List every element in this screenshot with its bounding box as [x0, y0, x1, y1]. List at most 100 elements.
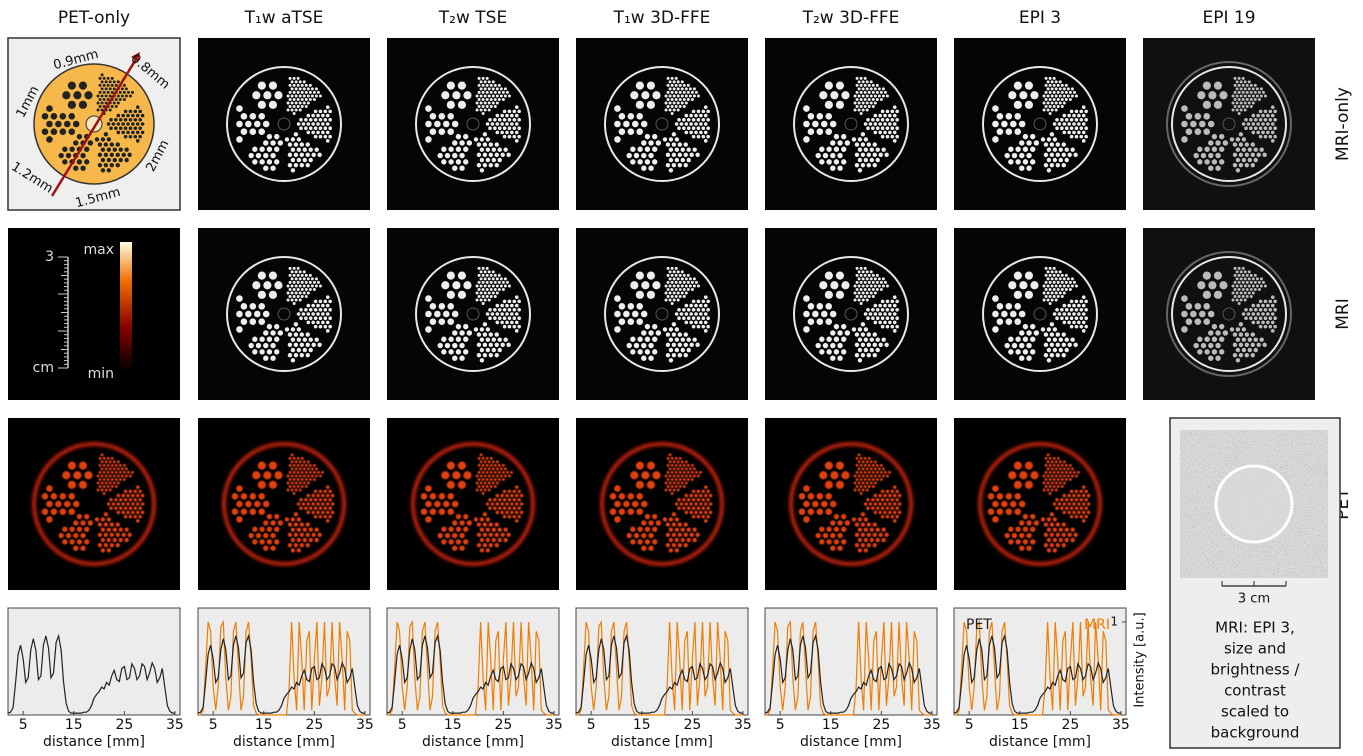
- inset-caption: scaled to: [1221, 703, 1289, 721]
- phantom-dot: [125, 467, 128, 470]
- phantom-dot: [1248, 94, 1251, 97]
- phantom-dot: [1047, 517, 1051, 521]
- phantom-dot: [109, 108, 112, 111]
- phantom-dot: [1084, 490, 1088, 494]
- phantom-dot: [1252, 94, 1255, 97]
- phantom-dot: [1264, 284, 1267, 287]
- column-header: EPI 19: [1202, 8, 1255, 28]
- phantom-dot: [886, 284, 889, 287]
- phantom-dot: [862, 488, 865, 491]
- phantom-dot: [287, 474, 290, 477]
- phantom-dot: [619, 303, 626, 310]
- phantom-dot: [293, 77, 296, 80]
- phantom-dot: [294, 512, 298, 516]
- phantom-dot: [1045, 295, 1048, 298]
- phantom-dot: [241, 113, 248, 120]
- phantom-dot: [68, 493, 75, 500]
- phantom-dot: [503, 498, 507, 502]
- phantom-dot: [304, 118, 308, 122]
- phantom-dot: [131, 494, 135, 498]
- phantom-dot: [819, 147, 824, 152]
- phantom-dot: [458, 272, 466, 280]
- phantom-dot: [652, 91, 660, 99]
- phantom-dot: [836, 82, 844, 90]
- phantom-dot: [1199, 121, 1206, 128]
- phantom-dot: [837, 330, 842, 335]
- phantom-dot: [515, 511, 519, 515]
- phantom-dot: [488, 101, 491, 104]
- phantom-dot: [886, 308, 890, 312]
- phantom-dot: [115, 464, 118, 467]
- phantom-dot: [1072, 502, 1076, 506]
- phantom-dot: [105, 474, 108, 477]
- phantom-dot: [1067, 114, 1071, 118]
- phantom-dot: [873, 543, 877, 547]
- phantom-dot: [1244, 308, 1248, 312]
- phantom-dot: [1236, 277, 1239, 280]
- phantom-dot: [886, 506, 890, 510]
- phantom-dot: [1062, 533, 1066, 537]
- phantom-dot: [888, 312, 892, 316]
- phantom-dot: [99, 457, 102, 460]
- phantom-dot: [868, 471, 871, 474]
- phantom-dot: [1082, 131, 1086, 135]
- phantom-dot: [1055, 298, 1058, 301]
- phantom-dot: [291, 108, 294, 111]
- phantom-dot: [1050, 142, 1054, 146]
- phantom-dot: [1249, 316, 1253, 320]
- phantom-dot: [1061, 288, 1064, 291]
- phantom-dot: [687, 98, 690, 101]
- phantom-dot: [1236, 327, 1240, 331]
- phantom-dot: [309, 471, 312, 474]
- phantom-dot: [626, 153, 631, 158]
- phantom-dot: [312, 343, 316, 347]
- phantom-dot: [1051, 298, 1054, 301]
- phantom-dot: [119, 506, 123, 510]
- phantom-dot: [297, 528, 301, 532]
- phantom-dot: [258, 113, 265, 120]
- phantom-dot: [1254, 288, 1257, 291]
- phantom-dot: [861, 543, 865, 547]
- phantom-dot: [508, 316, 512, 320]
- phantom-dot: [301, 91, 304, 94]
- phantom-dot: [867, 543, 871, 547]
- phantom-dot: [1240, 284, 1243, 287]
- phantom-dot: [673, 460, 676, 463]
- phantom-dot: [297, 478, 300, 481]
- phantom-dot: [294, 142, 298, 146]
- phantom-dot: [129, 515, 133, 519]
- phantom-dot: [508, 94, 511, 97]
- phantom-dot: [1273, 135, 1277, 139]
- phantom-dot: [866, 101, 869, 104]
- phantom-dot: [1249, 118, 1253, 122]
- phantom-dot: [1047, 108, 1050, 111]
- phantom-dot: [456, 147, 461, 152]
- phantom-dot: [997, 318, 1004, 325]
- phantom-dot: [687, 84, 690, 87]
- phantom-dot: [500, 277, 503, 280]
- phantom-dot: [306, 522, 310, 526]
- phantom-dot: [124, 538, 128, 542]
- phantom-dot: [291, 101, 294, 104]
- phantom-dot: [614, 136, 621, 143]
- phantom-dot: [258, 291, 266, 299]
- phantom-dot: [1072, 114, 1076, 118]
- phantom-dot: [134, 498, 138, 502]
- phantom-dot: [1212, 349, 1217, 354]
- phantom-dot: [486, 548, 490, 552]
- phantom-dot: [704, 295, 708, 299]
- phantom-dot: [864, 471, 867, 474]
- phantom-dot: [1082, 312, 1086, 316]
- phantom-dot: [866, 467, 869, 470]
- phantom-dot: [799, 493, 806, 500]
- phantom-dot: [636, 113, 643, 120]
- phantom-dot: [871, 308, 875, 312]
- phantom-dot: [1271, 295, 1275, 299]
- phantom-dot: [121, 494, 125, 498]
- phantom-dot: [73, 471, 81, 479]
- x-axis-label: distance [mm]: [800, 734, 902, 750]
- phantom-dot: [679, 457, 682, 460]
- phantom-dot: [702, 126, 706, 130]
- phantom-dot: [513, 135, 517, 139]
- phantom-dot: [895, 308, 899, 312]
